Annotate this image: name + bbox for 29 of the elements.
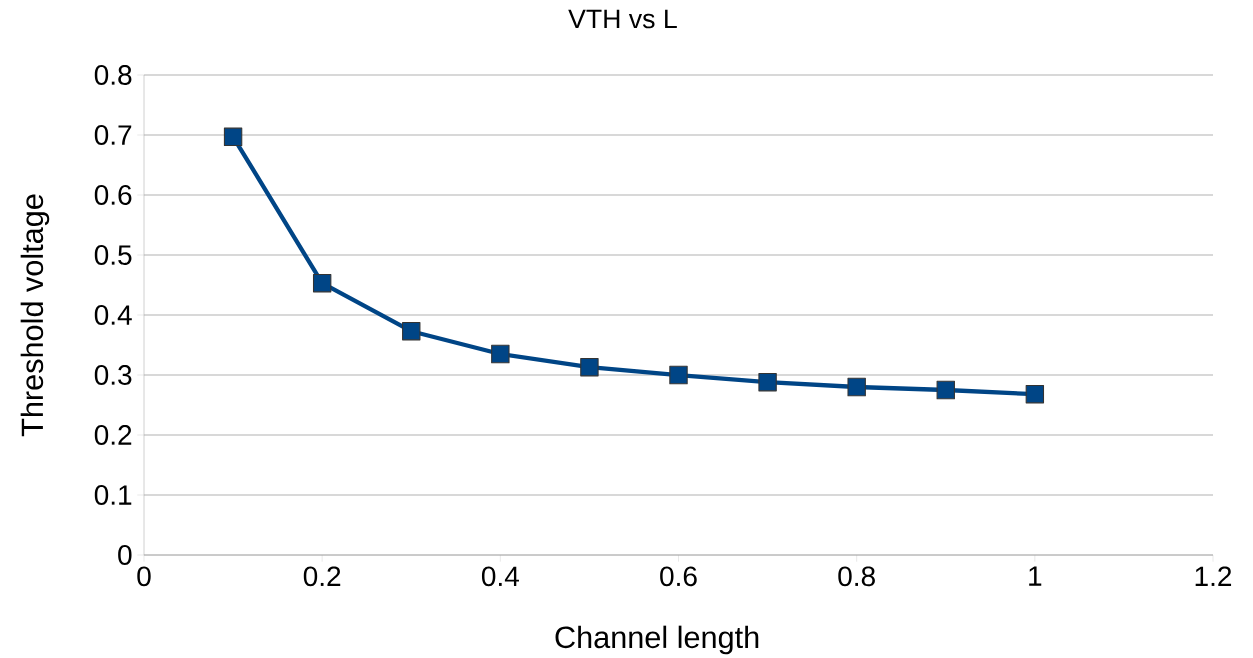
point: [580, 357, 599, 377]
y-tick-label: 0: [118, 545, 132, 565]
point: [491, 344, 510, 364]
x-tick-label: 0.8: [838, 566, 875, 587]
x-tick-label: 0: [137, 566, 151, 587]
y-tick-label: 0.5: [94, 245, 132, 265]
x-tick-label: 1: [1029, 566, 1042, 586]
point: [223, 127, 243, 147]
chart-title: VTH vs L: [568, 9, 677, 29]
y-axis-title: Threshold voltage: [20, 194, 50, 437]
point: [847, 377, 866, 397]
y-tick-label: 0.1: [94, 485, 132, 505]
point: [1025, 385, 1045, 404]
y-tick-label: 0.7: [94, 125, 132, 145]
point: [758, 372, 777, 392]
y-tick-label: 0.6: [94, 185, 132, 205]
y-tick-label: 0.8: [94, 65, 132, 85]
y-tick-label: 0.3: [94, 365, 132, 385]
x-axis-title: Channel length: [555, 625, 759, 655]
point: [402, 322, 421, 341]
x-tick-label: 0.4: [481, 566, 519, 587]
x-tick-label: 0.2: [303, 566, 341, 587]
x-tick-label: 0.6: [660, 566, 697, 587]
point: [669, 365, 688, 385]
y-tick-label: 0.4: [94, 305, 132, 325]
point: [312, 273, 332, 293]
x-tick-label: 1.2: [1195, 566, 1232, 586]
y-tick-label: 0.2: [94, 425, 132, 445]
point: [936, 380, 955, 400]
